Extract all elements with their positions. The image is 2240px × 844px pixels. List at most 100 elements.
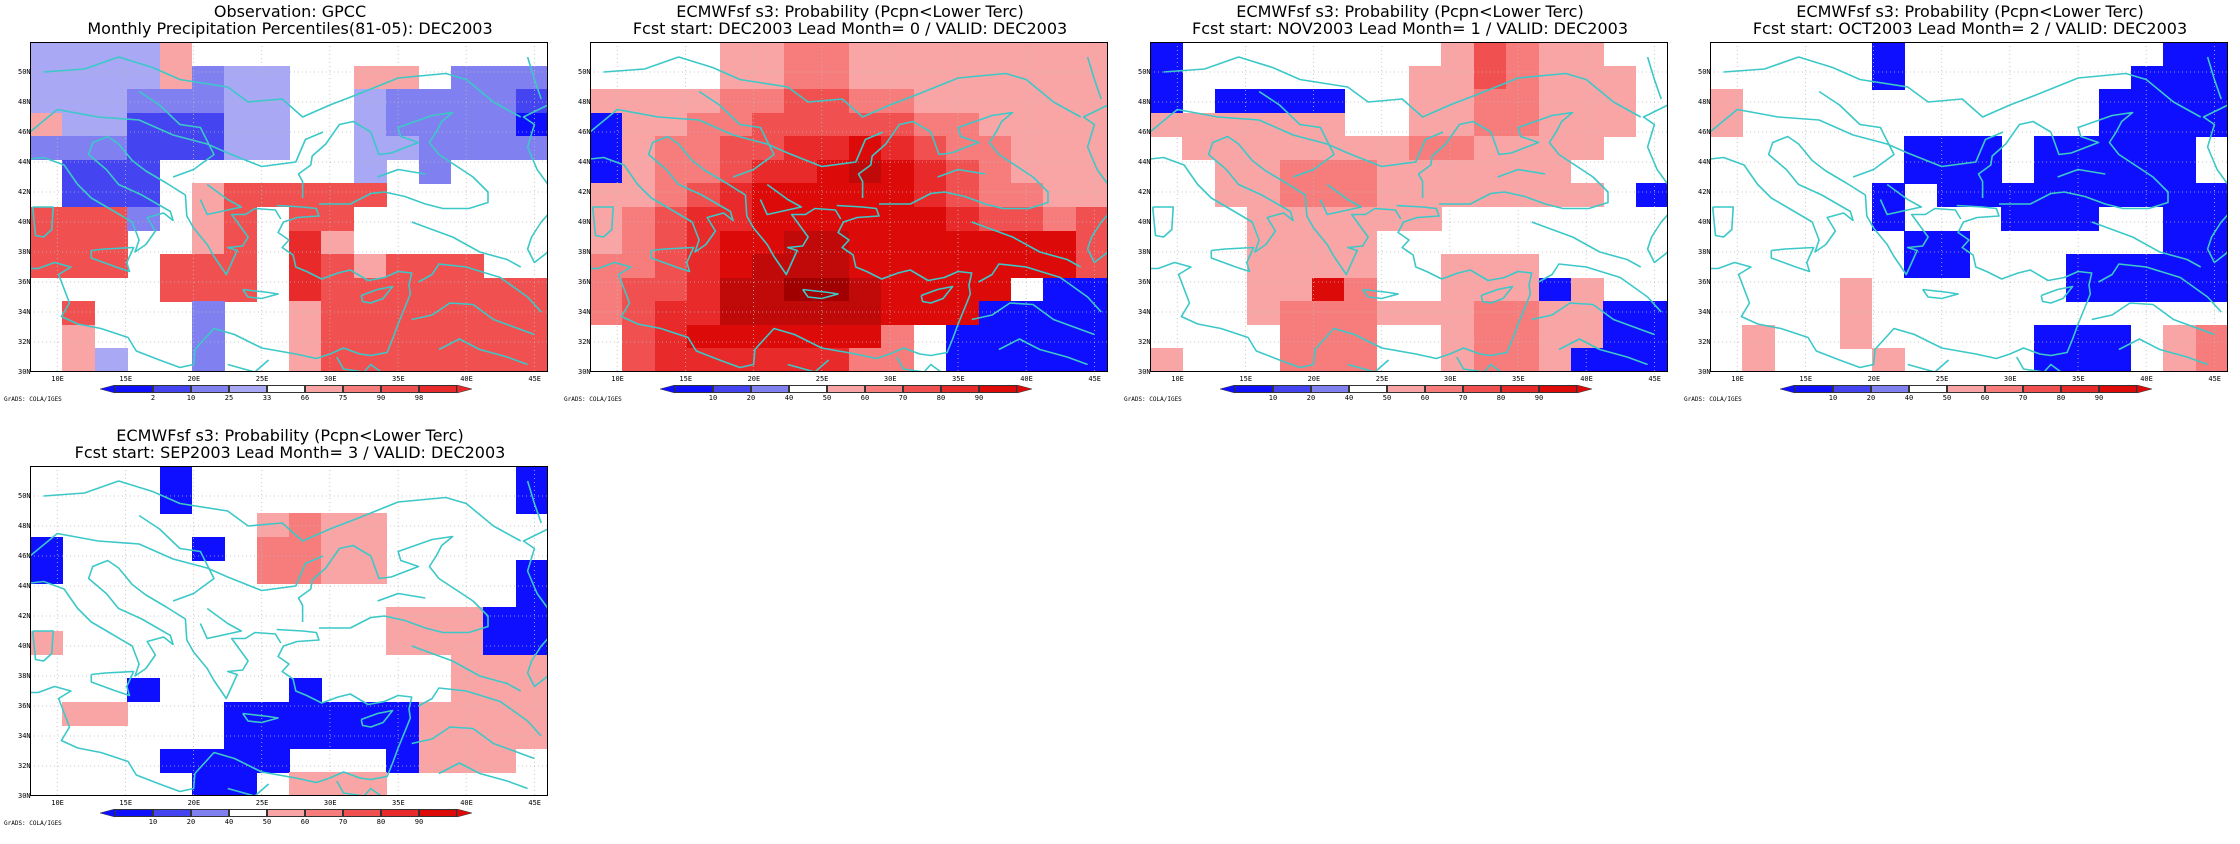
colorbar-label: 20 — [746, 394, 756, 402]
probability-cell — [687, 348, 720, 372]
coastline — [1711, 206, 1735, 238]
lat-tick-label: 32N — [18, 338, 31, 346]
probability-cell — [94, 42, 128, 67]
coastline — [227, 359, 270, 372]
probability-cell — [30, 65, 63, 90]
coastline — [526, 213, 548, 264]
probability-cell — [687, 112, 720, 137]
coastline — [590, 135, 842, 276]
probability-cell — [590, 159, 623, 184]
map-frame — [1150, 42, 1668, 372]
colorbar-high-arrow — [456, 385, 472, 394]
probability-cell — [687, 254, 720, 279]
probability-cell — [1075, 207, 1108, 232]
probability-cell — [483, 65, 517, 90]
colorbar-high-arrow — [1016, 385, 1032, 394]
probability-cell — [1441, 136, 1475, 161]
coastline — [411, 645, 522, 692]
colorbar-label: 80 — [2056, 394, 2066, 402]
colorbar-label: 60 — [860, 394, 870, 402]
lat-tick-label: 48N — [1138, 98, 1151, 106]
lon-tick-label: 15E — [679, 375, 693, 383]
colorbar-label: 40 — [1344, 394, 1354, 402]
coastline — [360, 285, 394, 304]
lon-tick-label: 10E — [611, 375, 624, 383]
probability-cell — [127, 112, 160, 137]
probability-cell — [1311, 230, 1345, 255]
probability-cell — [1043, 348, 1077, 372]
coastline — [1879, 183, 1923, 216]
probability-cell — [450, 65, 484, 90]
probability-cell — [946, 207, 979, 232]
probability-cell — [191, 301, 225, 326]
probability-cell — [978, 254, 1012, 279]
probability-cell — [1441, 254, 1475, 279]
probability-cell — [913, 230, 947, 255]
probability-cell — [483, 348, 517, 372]
coastline — [1258, 90, 1335, 178]
coastline — [227, 783, 270, 796]
lon-tick-label: 35E — [392, 375, 405, 383]
lon-tick-label: 45E — [528, 375, 542, 383]
colorbar-swatch — [305, 809, 343, 817]
coastline — [1710, 108, 2004, 168]
probability-cell — [719, 183, 753, 208]
coastline — [1642, 104, 1668, 185]
lon-tick-label: 35E — [392, 799, 405, 807]
lon-tick-label: 15E — [119, 799, 133, 807]
lon-tick-label: 30E — [323, 375, 337, 383]
probability-cell — [849, 112, 882, 137]
probability-cell — [1279, 324, 1313, 349]
panel-title-line: ECMWFsf s3: Probability (Pcpn<Lower Terc… — [116, 426, 464, 445]
coastline — [31, 630, 55, 662]
probability-cell — [1635, 183, 1668, 208]
probability-cell — [1311, 183, 1345, 208]
colorbar-label: 40 — [224, 818, 234, 826]
probability-cell — [450, 348, 484, 372]
coastline — [1456, 356, 1503, 372]
probability-cell — [321, 207, 355, 232]
coastline — [1480, 285, 1514, 304]
probability-cell — [1075, 301, 1108, 326]
probability-cell — [1311, 254, 1345, 279]
colorbar-high-arrow — [456, 809, 472, 818]
colorbar-label: 75 — [338, 394, 348, 402]
colorbar-label: 50 — [1942, 394, 1952, 402]
lat-tick-label: 34N — [18, 732, 31, 740]
probability-cell — [256, 65, 290, 90]
lon-tick-label: 35E — [952, 375, 965, 383]
probability-cell — [30, 112, 63, 137]
colorbar-swatch — [751, 385, 789, 393]
colorbar-label: 50 — [1382, 394, 1392, 402]
probability-cell — [1182, 112, 1216, 137]
lon-tick-label: 20E — [1867, 375, 1881, 383]
coastline — [998, 338, 1088, 366]
lat-tick-label: 38N — [578, 248, 591, 256]
probability-cell — [590, 112, 623, 137]
coastline — [1710, 204, 2093, 369]
probability-cell — [590, 183, 623, 208]
lon-tick-label: 45E — [2208, 375, 2222, 383]
probability-cell — [94, 207, 128, 232]
lat-tick-label: 50N — [18, 492, 31, 500]
lon-tick-label: 30E — [323, 799, 337, 807]
probability-cell — [94, 230, 128, 255]
coastline — [1710, 135, 1962, 276]
probability-cell — [849, 42, 882, 67]
coastline — [1086, 56, 1102, 100]
coastline — [1770, 246, 1815, 273]
colorbar-swatch — [1947, 385, 1985, 393]
colorbar-label: 70 — [338, 818, 348, 826]
probability-cell — [127, 207, 160, 232]
probability-cell — [881, 301, 915, 326]
coastline — [1922, 288, 1959, 300]
coastline — [2040, 285, 2074, 304]
colorbar-swatch — [381, 809, 419, 817]
probability-cell — [1409, 183, 1442, 208]
probability-cell — [1043, 159, 1077, 184]
probability-cell — [62, 112, 96, 137]
probability-cell — [881, 230, 915, 255]
lon-tick-label: 25E — [1935, 375, 1949, 383]
probability-cell — [849, 230, 882, 255]
probability-cell — [622, 230, 656, 255]
